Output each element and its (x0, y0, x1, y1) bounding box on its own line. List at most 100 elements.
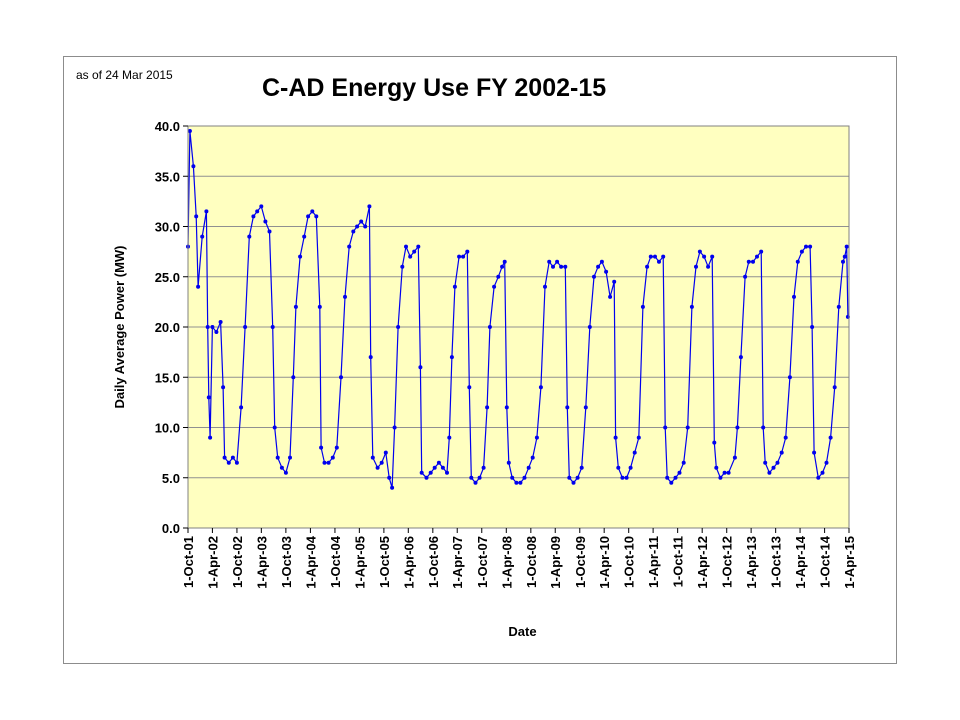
data-point (191, 164, 196, 169)
data-point (469, 475, 474, 480)
data-point (298, 254, 303, 259)
x-tick-label: 1-Oct-06 (426, 536, 441, 588)
data-point (763, 460, 768, 465)
data-point (792, 294, 796, 299)
x-tick-label: 1-Oct-08 (524, 536, 539, 588)
data-point (477, 475, 482, 480)
data-point (599, 259, 604, 264)
data-point (732, 455, 737, 460)
data-point (367, 204, 372, 209)
data-point (518, 480, 523, 485)
data-point (571, 480, 576, 485)
y-tick-label: 40.0 (155, 119, 180, 134)
data-point (755, 254, 759, 259)
y-tick-label: 35.0 (155, 169, 180, 184)
x-axis-ticks: 1-Oct-01 1-Apr-02 1-Oct-02 1-Apr-03 1-Oct-03… (181, 528, 857, 589)
data-point (314, 214, 319, 219)
data-point (408, 254, 413, 259)
data-point (204, 209, 209, 214)
data-point (555, 259, 560, 264)
data-point (452, 284, 457, 289)
data-point (481, 465, 486, 470)
data-point (428, 470, 433, 475)
data-point (657, 259, 661, 264)
data-point (419, 470, 424, 475)
data-point (579, 465, 584, 470)
data-point (767, 470, 772, 475)
data-point (239, 405, 244, 410)
data-point (330, 455, 335, 460)
x-tick-label: 1-Apr-09 (548, 536, 563, 589)
x-tick-label: 1-Oct-10 (622, 536, 637, 588)
data-point (379, 460, 384, 465)
data-point (445, 470, 449, 475)
data-point (804, 244, 808, 249)
data-point (673, 475, 678, 480)
data-point (844, 244, 849, 249)
x-tick-label: 1-Apr-02 (205, 536, 220, 589)
data-point (565, 405, 570, 410)
x-tick-label: 1-Oct-05 (377, 536, 392, 588)
data-point (440, 465, 445, 470)
data-point (726, 470, 731, 475)
chart-title: C-AD Energy Use FY 2002-15 (262, 74, 607, 102)
y-tick-label: 0.0 (162, 521, 180, 536)
data-point (457, 254, 462, 259)
series-daily-power (186, 129, 850, 490)
data-point (718, 475, 723, 480)
x-tick-label: 1-Apr-06 (401, 536, 416, 589)
data-point (447, 435, 452, 440)
data-point (375, 465, 380, 470)
data-point (665, 475, 670, 480)
data-point (259, 204, 264, 209)
data-point (293, 304, 298, 309)
data-point (317, 304, 322, 309)
data-point (712, 440, 717, 445)
data-point (396, 325, 401, 329)
x-tick-label: 1-Apr-03 (254, 536, 269, 589)
data-point (255, 209, 260, 214)
data-point (743, 274, 748, 279)
data-point (275, 455, 280, 460)
data-point (221, 385, 226, 390)
data-point (251, 214, 256, 219)
data-point (279, 465, 284, 470)
data-point (283, 470, 288, 475)
data-point (824, 460, 829, 465)
data-point (636, 435, 641, 440)
data-point (205, 325, 210, 329)
data-point (628, 465, 633, 470)
data-point (759, 249, 764, 254)
x-tick-label: 1-Oct-07 (475, 536, 490, 588)
data-point (608, 294, 613, 299)
data-point (820, 470, 825, 475)
data-point (706, 264, 711, 269)
data-point (400, 264, 405, 269)
data-point (514, 480, 519, 485)
x-tick-label: 1-Oct-04 (328, 535, 343, 588)
data-point (306, 214, 311, 219)
x-tick-label: 1-Oct-14 (818, 535, 833, 588)
data-point (355, 224, 360, 229)
data-point (714, 465, 719, 470)
data-point (288, 455, 292, 460)
as-of-annotation: as of 24 Mar 2015 (76, 68, 173, 82)
data-point (510, 475, 515, 480)
data-point (702, 254, 707, 259)
data-point (632, 450, 637, 455)
data-point (390, 485, 395, 490)
y-tick-label: 10.0 (155, 421, 180, 436)
data-point (761, 425, 766, 430)
x-tick-label: 1-Oct-13 (769, 536, 784, 588)
data-point (196, 284, 201, 289)
data-point (799, 249, 804, 254)
data-point (836, 304, 841, 309)
data-point (771, 465, 776, 470)
data-point (392, 425, 397, 430)
x-tick-label: 1-Apr-15 (842, 536, 857, 589)
data-point (334, 445, 339, 450)
data-point (502, 259, 507, 264)
y-tick-label: 5.0 (162, 471, 180, 486)
data-point (226, 460, 231, 465)
x-tick-label: 1-Apr-10 (597, 536, 612, 589)
